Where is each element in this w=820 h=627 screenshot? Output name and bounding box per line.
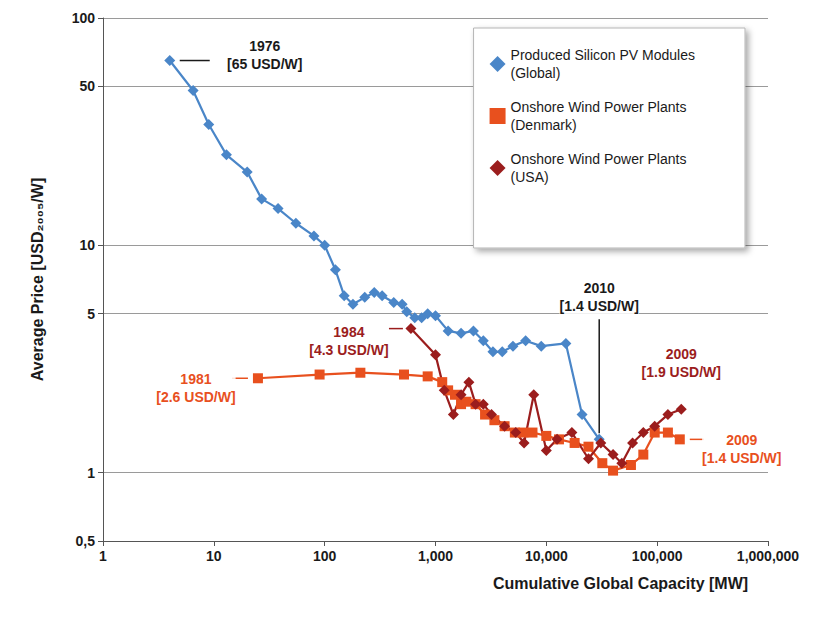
svg-text:1,000: 1,000 — [418, 548, 453, 564]
svg-text:1984: 1984 — [333, 324, 364, 340]
svg-text:Average Price [USD₂₀₀₅/W]: Average Price [USD₂₀₀₅/W] — [29, 178, 46, 381]
svg-text:10: 10 — [79, 237, 95, 253]
svg-text:2009: 2009 — [726, 432, 757, 448]
svg-text:(Denmark): (Denmark) — [511, 117, 577, 133]
svg-text:1,000,000: 1,000,000 — [737, 548, 799, 564]
svg-text:[1.4 USD/W]: [1.4 USD/W] — [560, 298, 639, 314]
svg-text:10,000: 10,000 — [525, 548, 568, 564]
svg-text:Produced Silicon PV Modules: Produced Silicon PV Modules — [511, 47, 695, 63]
svg-text:2009: 2009 — [666, 346, 697, 362]
svg-text:0,5: 0,5 — [76, 533, 96, 549]
svg-text:[2.6 USD/W]: [2.6 USD/W] — [156, 389, 235, 405]
svg-text:[1.9 USD/W]: [1.9 USD/W] — [642, 364, 721, 380]
svg-text:10: 10 — [206, 548, 222, 564]
svg-text:1981: 1981 — [180, 371, 211, 387]
svg-text:[1.4 USD/W]: [1.4 USD/W] — [702, 450, 781, 466]
svg-text:(USA): (USA) — [511, 169, 549, 185]
svg-text:100: 100 — [313, 548, 337, 564]
svg-text:2010: 2010 — [584, 280, 615, 296]
svg-text:Cumulative Global Capacity [MW: Cumulative Global Capacity [MW] — [493, 575, 748, 592]
svg-text:1: 1 — [99, 548, 107, 564]
svg-text:1976: 1976 — [249, 38, 280, 54]
svg-text:Onshore Wind Power Plants: Onshore Wind Power Plants — [511, 151, 687, 167]
svg-text:[65 USD/W]: [65 USD/W] — [227, 56, 302, 72]
svg-text:(Global): (Global) — [511, 65, 561, 81]
svg-text:5: 5 — [87, 306, 95, 322]
svg-text:Onshore Wind Power Plants: Onshore Wind Power Plants — [511, 99, 687, 115]
svg-text:100,000: 100,000 — [632, 548, 683, 564]
svg-text:50: 50 — [79, 78, 95, 94]
svg-text:[4.3 USD/W]: [4.3 USD/W] — [309, 342, 388, 358]
svg-text:100: 100 — [72, 10, 96, 26]
svg-text:1: 1 — [87, 465, 95, 481]
